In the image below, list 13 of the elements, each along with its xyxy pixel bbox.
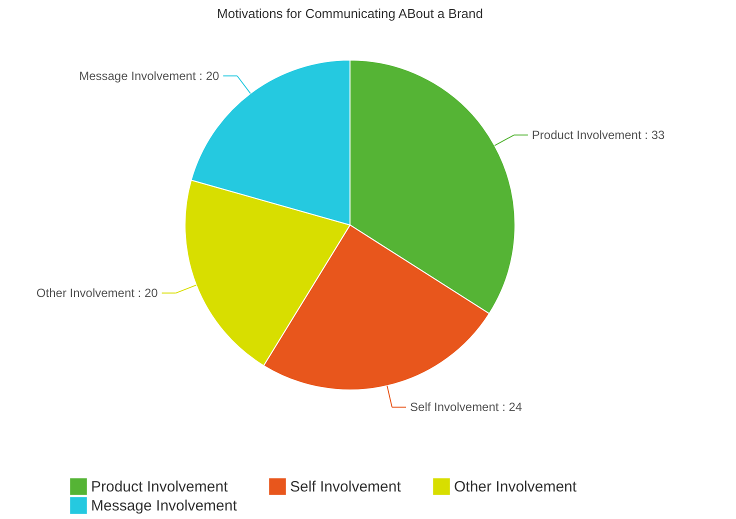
chart-title: Motivations for Communicating ABout a Brand (217, 6, 483, 21)
category-label: Product Involvement (91, 478, 228, 496)
slice-label: Self Involvement (410, 400, 500, 414)
slice-label: Other Involvement (36, 286, 136, 300)
legend-label: Message Involvement (91, 498, 238, 514)
legend-label: Self Involvement (290, 478, 402, 496)
legend-label: Product Involvement (532, 128, 642, 142)
slice-label: Message Involvement (79, 68, 196, 83)
data-label: : 20 (138, 286, 158, 300)
legend-label: Other Involvement (454, 478, 578, 496)
data-label: : 33 (644, 128, 665, 142)
data-label: : 20 (199, 68, 220, 83)
data-label: : 24 (502, 400, 522, 414)
